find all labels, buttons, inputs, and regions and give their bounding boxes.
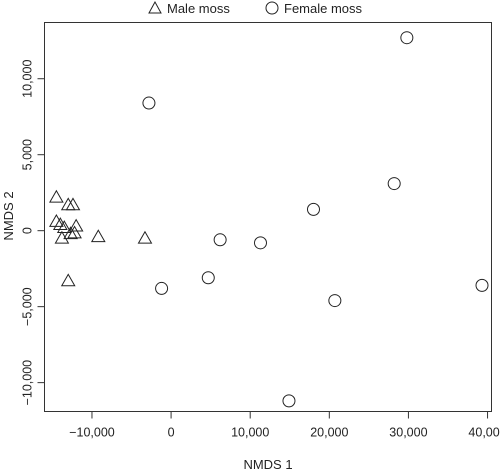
data-points (49, 31, 489, 408)
x-axis-title: NMDS 1 (243, 457, 292, 472)
male-moss-point (90, 229, 106, 243)
x-tick-label: 0 (168, 426, 175, 440)
male-moss-point (60, 197, 76, 211)
x-tick-label: 40,000 (468, 426, 500, 440)
female-moss-point (282, 394, 296, 408)
y-tick-label: 0 (21, 227, 35, 234)
female-moss-point (201, 271, 215, 285)
female-moss-point (328, 294, 342, 308)
male-moss-point (60, 273, 76, 287)
legend-male-label: Male moss (167, 1, 230, 16)
y-axis-title: NMDS 2 (1, 191, 16, 240)
female-moss-point (213, 233, 227, 247)
male-moss-point (67, 225, 82, 239)
male-moss-point (49, 189, 64, 203)
y-tick-label: −10,000 (21, 360, 35, 406)
female-moss-point (400, 31, 414, 45)
x-tick-label: 20,000 (310, 426, 348, 440)
female-moss-point (155, 281, 169, 295)
x-tick-label: 10,000 (231, 426, 269, 440)
male-moss-point (65, 197, 81, 211)
legend-female-marker (265, 1, 279, 15)
x-axis: −10,000 0 10,000 20,000 30,000 40,000 (69, 411, 500, 440)
legend-female-label: Female moss (284, 1, 363, 16)
x-tick-label: −10,000 (69, 426, 115, 440)
male-moss-point (137, 230, 153, 244)
female-moss-point (387, 177, 401, 191)
female-moss-point (253, 236, 267, 250)
y-tick-label: −5,000 (21, 287, 35, 326)
female-moss-point (142, 96, 156, 110)
male-moss-point (63, 226, 78, 240)
male-moss-point (52, 217, 68, 230)
male-moss-point (68, 218, 84, 232)
legend: Male moss Female moss (148, 0, 363, 16)
female-moss-point (475, 278, 489, 292)
y-tick-label: 5,000 (21, 139, 35, 170)
plot-frame (44, 22, 492, 412)
y-axis: −10,000 −5,000 0 5,000 10,000 (21, 60, 45, 406)
female-moss-point (306, 202, 320, 216)
y-tick-label: 10,000 (21, 60, 35, 98)
male-moss-point (56, 220, 72, 234)
legend-male-marker (148, 0, 162, 14)
male-moss-point (49, 214, 64, 227)
x-tick-label: 30,000 (389, 426, 427, 440)
